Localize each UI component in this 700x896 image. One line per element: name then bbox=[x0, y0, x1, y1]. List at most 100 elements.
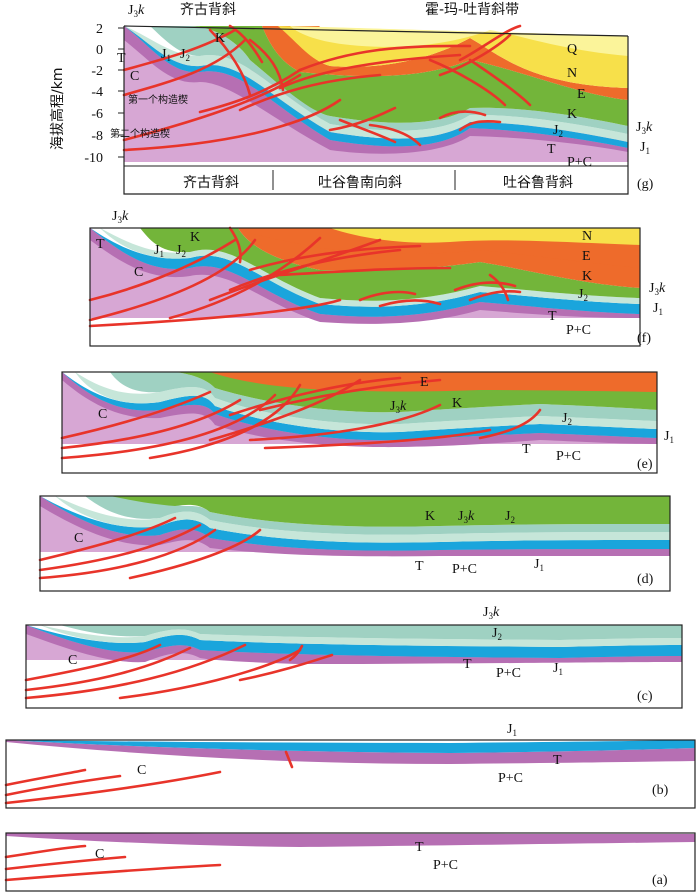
panel-f: J3k T J1 J2 K C N E K J2 J3k J1 T P+C (f… bbox=[88, 209, 666, 347]
frame-f bbox=[89, 227, 641, 347]
label-d-pc: P+C bbox=[452, 562, 477, 577]
y-tick-minus8: -8 bbox=[91, 129, 103, 144]
title-g-right: 霍-玛-吐背斜带 bbox=[425, 2, 519, 18]
label-e-c: C bbox=[98, 407, 107, 422]
label-b-c: C bbox=[137, 763, 146, 778]
frame-e bbox=[61, 371, 658, 474]
label-g-j1: J1 bbox=[640, 140, 650, 156]
faults-g bbox=[122, 24, 532, 152]
label-g-t: T bbox=[547, 142, 556, 157]
panel-c: C J3k J2 J1 T P+C (c) bbox=[24, 605, 683, 709]
label-g-j1-left: J1 bbox=[161, 47, 171, 63]
frame-c bbox=[25, 624, 683, 709]
panel-d: C K J3k J2 J1 T P+C (d) bbox=[38, 495, 671, 592]
label-f-pc: P+C bbox=[566, 323, 591, 338]
label-f-t: T bbox=[548, 309, 557, 324]
label-f-j2-left: J2 bbox=[176, 243, 186, 259]
label-f-j3k: J3k bbox=[649, 281, 666, 297]
label-e-e: E bbox=[420, 375, 429, 390]
frame-a bbox=[5, 832, 696, 892]
label-g-n: N bbox=[567, 66, 577, 81]
label-e-j1: J1 bbox=[664, 429, 674, 445]
label-g-j3k-right: J3k bbox=[636, 120, 653, 136]
label-g-q: Q bbox=[567, 42, 577, 57]
y-tick-2: 2 bbox=[96, 22, 103, 37]
label-c-c: C bbox=[68, 653, 77, 668]
label-g-j2: J2 bbox=[553, 123, 563, 139]
label-f-k: K bbox=[582, 269, 592, 284]
y-tick-minus4: -4 bbox=[91, 85, 103, 100]
label-c-j3k: J3k bbox=[483, 605, 500, 621]
label-d-t: T bbox=[415, 559, 424, 574]
label-wedge-1: 第一个构造楔 bbox=[128, 93, 188, 106]
label-g-j3k: J3k bbox=[128, 3, 145, 19]
label-e-t: T bbox=[522, 442, 531, 457]
label-g-k2: K bbox=[215, 31, 225, 46]
label-g-pc: P+C bbox=[567, 155, 592, 170]
faults-c bbox=[24, 643, 334, 700]
label-f-j3k-top: J3k bbox=[112, 209, 129, 225]
frame-g-top bbox=[123, 25, 629, 37]
label-c-j2: J2 bbox=[492, 626, 502, 642]
label-c-t: T bbox=[463, 657, 472, 672]
label-g-e: E bbox=[577, 87, 586, 102]
frame-d bbox=[39, 495, 671, 592]
faults-a bbox=[4, 844, 222, 882]
bottom-label-1: 齐古背斜 bbox=[183, 175, 239, 191]
label-g-j2-left: J2 bbox=[180, 47, 190, 63]
panel-e: C E K J3k J2 J1 T P+C (e) bbox=[60, 371, 674, 474]
label-a-pc: P+C bbox=[433, 858, 458, 873]
label-e-k: K bbox=[452, 396, 462, 411]
panel-id-e: (e) bbox=[637, 457, 653, 472]
label-c-pc: P+C bbox=[496, 666, 521, 681]
label-g-c: C bbox=[130, 69, 139, 84]
label-e-j2: J2 bbox=[562, 411, 572, 427]
frame-g bbox=[123, 26, 629, 195]
panel-id-c: (c) bbox=[637, 689, 653, 704]
panel-id-d: (d) bbox=[637, 572, 654, 587]
label-a-c: C bbox=[95, 847, 104, 862]
label-c-j1: J1 bbox=[553, 661, 563, 677]
label-d-k: K bbox=[425, 509, 435, 524]
label-d-c: C bbox=[74, 531, 83, 546]
label-e-pc: P+C bbox=[556, 449, 581, 464]
label-g-t-left: T bbox=[117, 51, 126, 66]
frame-b bbox=[5, 739, 696, 809]
y-tick-minus10: -10 bbox=[84, 151, 103, 166]
panel-id-g: (g) bbox=[637, 177, 654, 192]
label-b-t: T bbox=[553, 753, 562, 768]
label-e-j3k: J3k bbox=[390, 399, 407, 415]
label-f-t-left: T bbox=[96, 237, 105, 252]
label-f-j1-left: J1 bbox=[154, 243, 164, 259]
label-f-c: C bbox=[134, 265, 143, 280]
label-wedge-2: 第二个构造楔 bbox=[110, 127, 170, 140]
label-f-j1: J1 bbox=[653, 301, 663, 317]
label-g-k: K bbox=[567, 107, 577, 122]
title-g-left: 齐古背斜 bbox=[180, 2, 236, 18]
panel-id-b: (b) bbox=[652, 783, 669, 798]
label-b-j1: J1 bbox=[507, 722, 517, 738]
bottom-label-3: 吐谷鲁背斜 bbox=[503, 175, 573, 191]
y-axis-ticks: 2 0 -2 -4 -6 -8 -10 bbox=[84, 22, 124, 166]
panel-g: 2 0 -2 -4 -6 -8 -10 海拔高程/km bbox=[49, 2, 654, 195]
label-d-j2: J2 bbox=[505, 509, 515, 525]
label-f-k-left: K bbox=[190, 230, 200, 245]
label-f-j2: J2 bbox=[578, 287, 588, 303]
label-f-e: E bbox=[582, 249, 591, 264]
label-a-t: T bbox=[415, 840, 424, 855]
panel-b: J1 T P+C C (b) bbox=[4, 722, 696, 809]
label-b-pc: P+C bbox=[498, 771, 523, 786]
panel-id-a: (a) bbox=[652, 873, 668, 888]
panel-a: T P+C C (a) bbox=[4, 832, 696, 892]
faults-d bbox=[38, 516, 262, 580]
label-d-j1: J1 bbox=[534, 557, 544, 573]
faults-f bbox=[88, 226, 522, 328]
bottom-label-2: 吐谷鲁南向斜 bbox=[318, 175, 402, 191]
faults-b bbox=[4, 750, 294, 805]
y-tick-minus2: -2 bbox=[91, 64, 103, 79]
y-axis-title: 海拔高程/km bbox=[49, 68, 66, 150]
y-tick-minus6: -6 bbox=[91, 107, 103, 122]
panel-id-f: (f) bbox=[637, 331, 651, 346]
faults-e bbox=[60, 376, 542, 460]
